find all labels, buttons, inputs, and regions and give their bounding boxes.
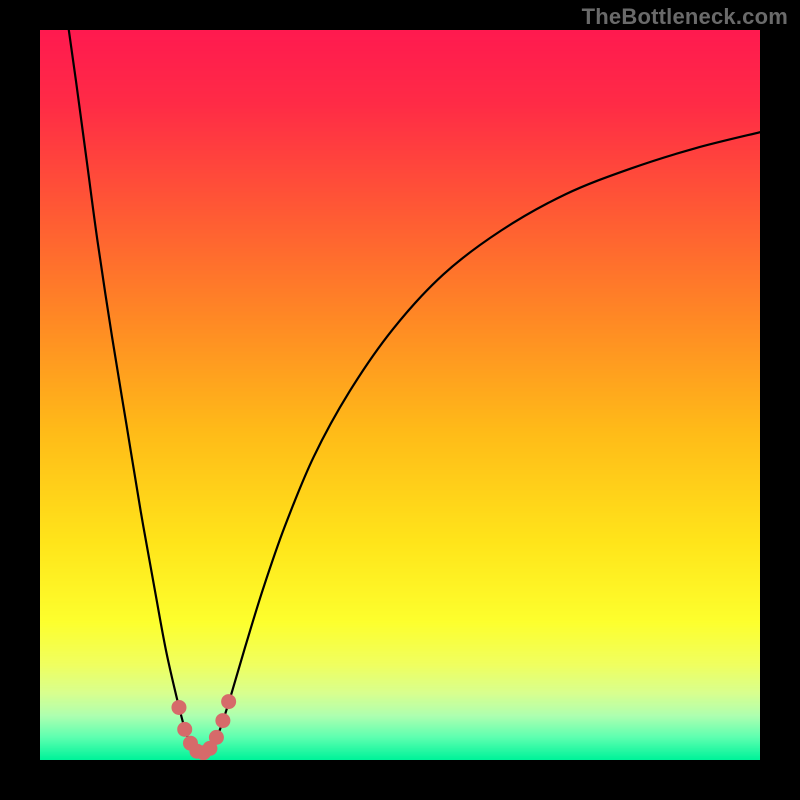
bottleneck-curve — [69, 30, 760, 756]
chart-container: TheBottleneck.com — [0, 0, 800, 800]
marker-point — [177, 722, 192, 737]
marker-point — [171, 700, 186, 715]
markers-group — [171, 694, 236, 760]
bottleneck-curve-chart — [40, 30, 760, 760]
marker-point — [209, 730, 224, 745]
marker-point — [221, 694, 236, 709]
marker-point — [215, 713, 230, 728]
watermark-text: TheBottleneck.com — [582, 4, 788, 30]
